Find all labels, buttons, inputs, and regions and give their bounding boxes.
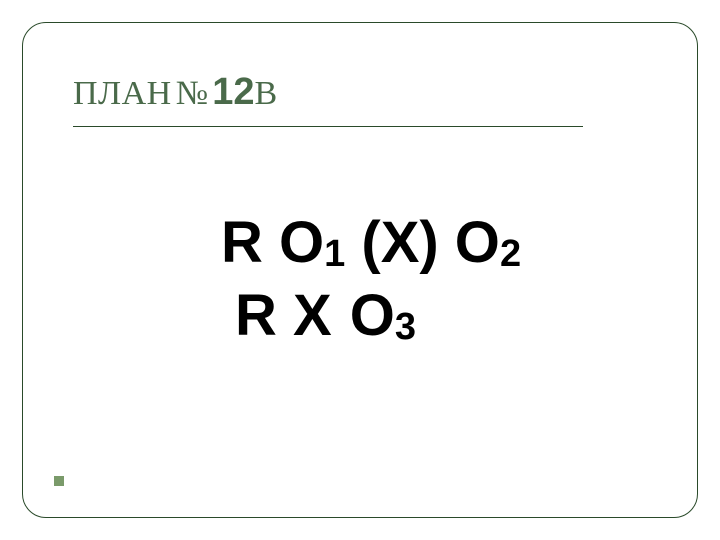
formula-text: (X) O bbox=[345, 210, 500, 275]
formula-text: R X bbox=[235, 283, 332, 348]
formula-line-2: R X O3 bbox=[221, 280, 647, 353]
formula-text: R O bbox=[221, 210, 324, 275]
formula-line-1: R O1 (X) O2 bbox=[221, 207, 647, 280]
slide-frame: ПЛАН № 12В R O1 (X) O2 R XO3 bbox=[22, 22, 698, 518]
slide-title: ПЛАН № 12В bbox=[73, 71, 583, 127]
formula-text: O bbox=[350, 283, 395, 348]
formula-subscript: 2 bbox=[500, 233, 521, 275]
title-number: 12 bbox=[212, 71, 254, 113]
slide-body: R O1 (X) O2 R X O3 bbox=[73, 207, 647, 352]
formula-subscript: 3 bbox=[395, 306, 416, 348]
title-plan-word: ПЛАН bbox=[73, 75, 172, 112]
corner-square-icon bbox=[54, 476, 64, 486]
title-number-sign: № bbox=[176, 75, 208, 112]
formula-subscript: 1 bbox=[324, 233, 345, 275]
title-suffix: В bbox=[254, 75, 277, 112]
